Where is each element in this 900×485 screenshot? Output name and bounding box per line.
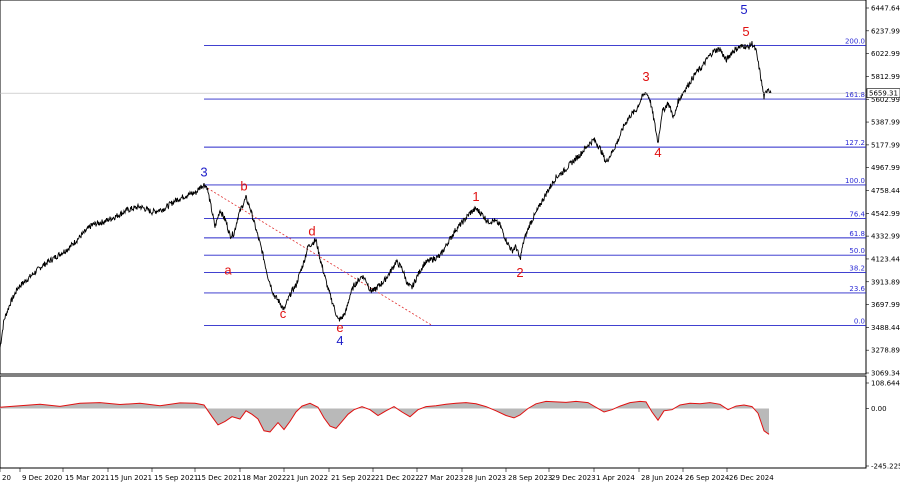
y-tick-label: 5602.99 (871, 96, 900, 104)
y-tick-label: 3913.89 (871, 278, 900, 286)
osc-tick-label: -245.225 (871, 463, 900, 471)
wave-label: c (280, 306, 287, 321)
trendline (203, 185, 433, 326)
y-tick-label: 6447.64 (871, 5, 900, 13)
x-tick-label: 28 Jun 2023 (464, 474, 506, 482)
current-price-box (866, 88, 900, 98)
fib-level-label: 161.8 (845, 91, 865, 99)
fib-level-label: 76.4 (849, 210, 865, 218)
x-tick-label: 15 Jun 2021 (110, 474, 152, 482)
wave-label: 4 (336, 333, 343, 348)
trendline-layer (203, 185, 433, 326)
wave-label: 5 (740, 2, 747, 17)
price-axis: 6447.64 6237.99 6022.99 5812.99 5602.99 5387.… (866, 5, 900, 378)
y-tick-label: 6022.99 (871, 50, 900, 58)
y-tick-label: 4123.44 (871, 255, 900, 263)
x-tick-label: 15 Dec 2021 (197, 474, 242, 482)
wave-label: a (224, 263, 232, 278)
y-tick-label: 6237.99 (871, 27, 900, 35)
x-tick-label: 26 Dec 2024 (729, 474, 774, 482)
y-tick-label: 4758.44 (871, 187, 900, 195)
fib-level-label: 0.0 (854, 317, 865, 325)
price-series (0, 41, 772, 349)
y-tick-label: 4332.99 (871, 233, 900, 241)
fib-level-label: 50.0 (849, 247, 865, 255)
fib-level-label: 38.2 (849, 264, 865, 272)
y-tick-label: 5177.99 (871, 141, 900, 149)
x-tick-label: 28 Sep 2023 (508, 474, 552, 482)
oscillator-histogram (0, 401, 769, 435)
fib-level-label: 200.0 (845, 38, 865, 46)
wave-label: b (240, 178, 247, 193)
y-tick-label: 3488.44 (871, 324, 900, 332)
current-price-marker: 5659.31 (0, 88, 900, 98)
main-panel-border (0, 0, 867, 375)
current-price-label: 5659.31 (869, 90, 898, 98)
x-tick-label: 29 Dec 2023 (551, 474, 596, 482)
y-tick-label: 4542.99 (871, 210, 900, 218)
x-tick-label: 1 Apr 2024 (596, 474, 635, 482)
x-tick-label: 21 Jun 2022 (286, 474, 328, 482)
y-tick-label: 3697.99 (871, 301, 900, 309)
x-tick-label: 18 Mar 2022 (242, 474, 286, 482)
wave-label: 4 (654, 145, 661, 160)
osc-tick-label: 108.644 (871, 380, 900, 388)
wave-label: 5 (742, 24, 749, 39)
fibonacci-levels: 200.0 161.8 127.2 100.0 76.4 61.8 50.0 38.2 23.6… (204, 38, 866, 326)
x-tick-label: 15 Sep 2021 (154, 474, 198, 482)
x-tick-label: 20 (2, 474, 11, 482)
fib-level-label: 100.0 (845, 177, 865, 185)
oscillator-axis: 108.644 0.00 -245.225 (866, 380, 900, 471)
osc-tick-label: 0.00 (871, 405, 887, 413)
wave-label: d (308, 224, 315, 239)
wave-label: e (336, 320, 343, 335)
x-tick-label: 28 Jun 2024 (641, 474, 684, 482)
x-tick-label: 21 Sep 2022 (331, 474, 375, 482)
x-tick-label: 9 Dec 2020 (22, 474, 62, 482)
fib-level-label: 127.2 (845, 139, 865, 147)
x-tick-label: 15 Mar 2021 (65, 474, 109, 482)
oscillator-series (0, 400, 770, 435)
oscillator-panel-border (0, 375, 867, 469)
fib-level-label: 23.6 (849, 285, 865, 293)
wave-label: 3 (200, 164, 207, 179)
x-tick-label: 27 Mar 2023 (419, 474, 463, 482)
wave-label: 2 (516, 265, 523, 280)
main-panel (0, 0, 867, 375)
y-tick-label: 4967.99 (871, 164, 900, 172)
price-line (0, 41, 772, 349)
wave-label: 1 (472, 189, 479, 204)
x-tick-label: 26 Sep 2024 (685, 474, 730, 482)
wave-label: 3 (642, 69, 649, 84)
oscillator-panel (0, 375, 867, 469)
oscillator-signal-line (0, 400, 770, 435)
time-axis: 20 9 Dec 2020 15 Mar 2021 15 Jun 2021 15 Sep… (0, 468, 774, 482)
fib-level-label: 61.8 (849, 230, 865, 238)
x-tick-label: 21 Dec 2022 (375, 474, 420, 482)
y-tick-label: 5812.99 (871, 73, 900, 81)
y-tick-label: 3278.89 (871, 347, 900, 355)
y-tick-label: 5387.99 (871, 119, 900, 127)
y-tick-label: 3069.34 (871, 370, 900, 378)
